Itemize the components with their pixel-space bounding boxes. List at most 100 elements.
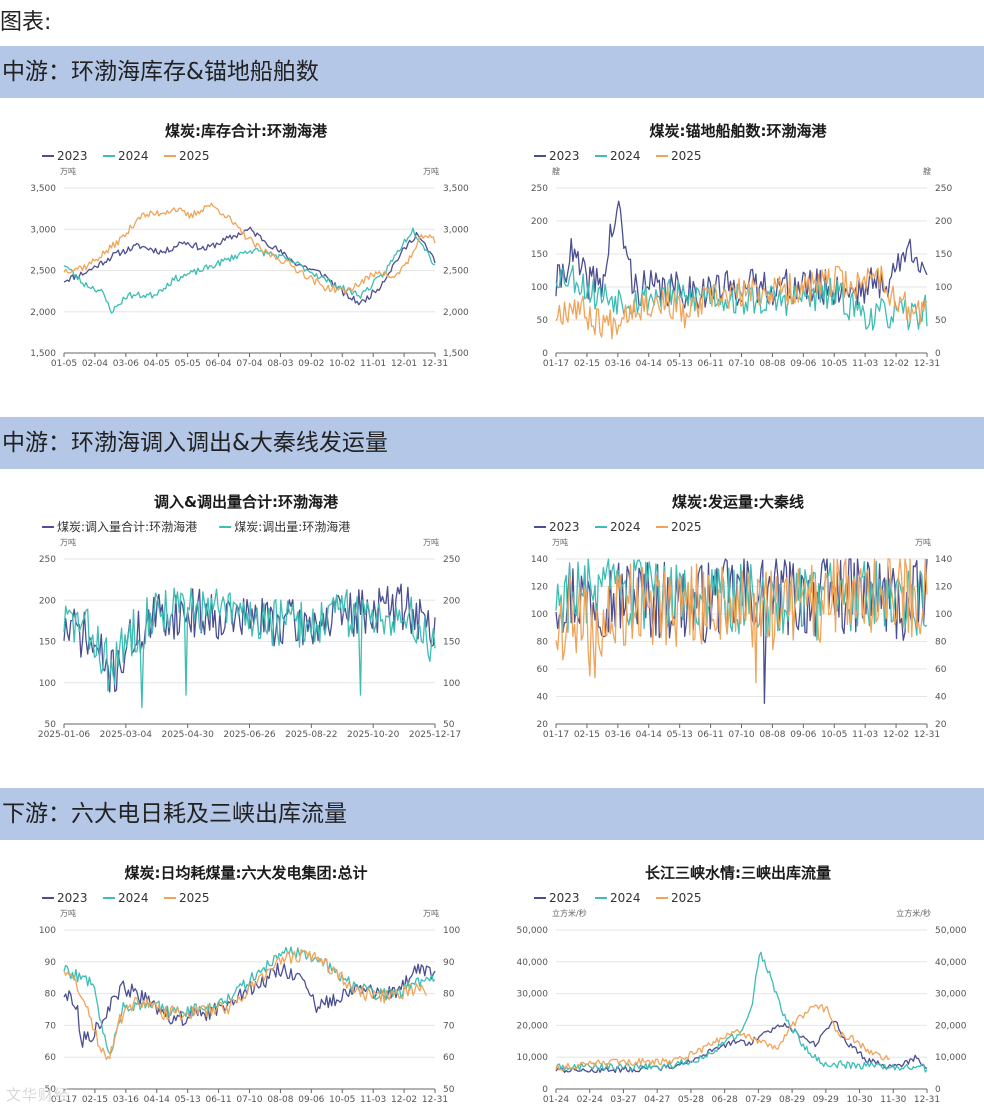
x-tick-label: 04-27 <box>644 1095 670 1105</box>
x-tick-label: 06-11 <box>206 1095 232 1105</box>
x-tick-label: 04-14 <box>636 359 662 369</box>
y-tick-left: 1,500 <box>30 349 56 359</box>
chart-daily-coal-consumption: 煤炭:日均耗煤量:六大发电集团:总计 2023 2024 2025 万吨 万吨 50 50 60… <box>0 854 492 1110</box>
y-tick-right: 150 <box>935 250 952 260</box>
chart-svg: 煤炭:锚地船舶数:环渤海港 2023 2024 2025 艘 艘 0 0 50 50 100 100 1… <box>531 122 953 369</box>
watermark: 文华财经 <box>6 1086 71 1104</box>
x-tick-label: 05-13 <box>667 730 693 740</box>
x-tick-label: 11-03 <box>360 1095 386 1105</box>
unit-left: 万吨 <box>60 166 76 176</box>
x-tick-label: 10-05 <box>329 1095 355 1105</box>
y-tick-right: 100 <box>443 679 460 689</box>
x-tick-label: 09-06 <box>790 730 816 740</box>
chart-title: 长江三峡水情:三峡出库流量 <box>645 864 831 882</box>
x-tick-label: 2025-06-26 <box>223 730 276 740</box>
chart-anchorage-ships: 煤炭:锚地船舶数:环渤海港 2023 2024 2025 艘 艘 0 0 50 50 100 100 1… <box>492 112 984 374</box>
y-tick-right: 60 <box>935 665 947 675</box>
y-tick-right: 20 <box>935 720 947 730</box>
x-tick-label: 05-13 <box>175 1095 201 1105</box>
legend-label: 煤炭:调出量:环渤海港 <box>234 519 350 534</box>
y-tick-right: 10,000 <box>935 1053 967 1063</box>
y-tick-left: 60 <box>45 1053 57 1063</box>
x-tick-label: 09-06 <box>298 1095 324 1105</box>
x-tick-label: 09-29 <box>813 1095 839 1105</box>
y-tick-left: 50 <box>537 316 549 326</box>
y-tick-right: 60 <box>443 1053 455 1063</box>
series-line <box>63 226 436 306</box>
y-tick-right: 50 <box>443 1085 455 1095</box>
y-tick-right: 250 <box>443 555 460 565</box>
y-tick-right: 0 <box>935 1085 941 1095</box>
y-tick-right: 100 <box>935 610 952 620</box>
legend-label: 2023 <box>549 520 580 534</box>
series-line <box>63 962 436 1048</box>
x-tick-label: 08-08 <box>759 730 785 740</box>
x-tick-label: 11-03 <box>852 359 878 369</box>
y-tick-left: 250 <box>531 184 548 194</box>
y-tick-right: 2,500 <box>443 267 469 277</box>
chart-svg: 煤炭:日均耗煤量:六大发电集团:总计 2023 2024 2025 万吨 万吨 50 50 60… <box>39 864 461 1105</box>
x-tick-label: 12-02 <box>883 730 909 740</box>
x-tick-label: 02-15 <box>574 359 600 369</box>
y-tick-left: 3,500 <box>30 184 56 194</box>
y-tick-right: 140 <box>935 555 952 565</box>
x-tick-label: 07-10 <box>728 359 754 369</box>
chart-svg: 长江三峡水情:三峡出库流量 2023 2024 2025 立方米/秒 立方米/秒 0 0 10,… <box>517 864 967 1105</box>
legend-label: 2025 <box>671 891 702 905</box>
series-line <box>555 264 928 331</box>
series-line <box>63 946 436 1055</box>
unit-left: 万吨 <box>60 908 76 918</box>
x-tick-label: 04-14 <box>144 1095 170 1105</box>
chart-daqin-shipments: 煤炭:发运量:大秦线 2023 2024 2025 万吨 万吨 20 20 40 40 60 60 80… <box>492 483 984 745</box>
y-tick-left: 120 <box>531 583 548 593</box>
y-tick-left: 200 <box>39 596 56 606</box>
section-header-inventory: 中游：环渤海库存&锚地船舶数 <box>0 46 984 98</box>
x-tick-label: 05-05 <box>175 359 201 369</box>
legend-label: 2024 <box>610 149 641 163</box>
legend-label: 2024 <box>610 891 641 905</box>
x-tick-label: 12-01 <box>391 359 417 369</box>
series-line <box>555 558 928 684</box>
y-tick-left: 40 <box>537 693 549 703</box>
legend-label: 2024 <box>610 520 641 534</box>
series-line <box>63 587 436 709</box>
x-tick-label: 03-06 <box>113 359 139 369</box>
x-tick-label: 10-02 <box>329 359 355 369</box>
x-tick-label: 12-02 <box>391 1095 417 1105</box>
x-tick-label: 2025-03-04 <box>100 730 153 740</box>
y-tick-left: 3,000 <box>30 225 56 235</box>
x-tick-label: 12-31 <box>422 1095 448 1105</box>
y-tick-left: 200 <box>531 217 548 227</box>
x-tick-label: 07-10 <box>728 730 754 740</box>
y-tick-left: 100 <box>39 926 56 936</box>
y-tick-left: 90 <box>45 958 57 968</box>
y-tick-left: 50 <box>45 720 57 730</box>
y-tick-left: 0 <box>542 1085 548 1095</box>
legend-label: 2023 <box>549 891 580 905</box>
x-tick-label: 04-05 <box>144 359 170 369</box>
section-header-flows: 中游：环渤海调入调出&大秦线发运量 <box>0 417 984 469</box>
y-tick-left: 250 <box>39 555 56 565</box>
x-tick-label: 07-29 <box>745 1095 771 1105</box>
y-tick-right: 200 <box>443 596 460 606</box>
x-tick-label: 12-31 <box>914 1095 940 1105</box>
x-tick-label: 2025-08-22 <box>285 730 337 740</box>
y-tick-left: 2,500 <box>30 267 56 277</box>
legend-label: 2024 <box>118 149 149 163</box>
y-tick-left: 100 <box>39 679 56 689</box>
y-tick-right: 30,000 <box>935 990 967 1000</box>
y-tick-left: 50 <box>45 1085 57 1095</box>
x-tick-label: 08-29 <box>779 1095 805 1105</box>
y-tick-left: 80 <box>45 990 57 1000</box>
y-tick-left: 40,000 <box>517 958 549 968</box>
chart-title: 煤炭:发运量:大秦线 <box>672 493 804 511</box>
x-tick-label: 02-04 <box>82 359 108 369</box>
section-header-downstream: 下游：六大电日耗及三峡出库流量 <box>0 788 984 840</box>
y-tick-right: 3,500 <box>443 184 469 194</box>
x-tick-label: 08-08 <box>267 1095 293 1105</box>
chart-title: 调入&调出量合计:环渤海港 <box>154 493 339 511</box>
x-tick-label: 12-31 <box>422 359 448 369</box>
y-tick-left: 70 <box>45 1021 57 1031</box>
x-tick-label: 06-11 <box>698 730 724 740</box>
x-tick-label: 03-16 <box>605 730 631 740</box>
